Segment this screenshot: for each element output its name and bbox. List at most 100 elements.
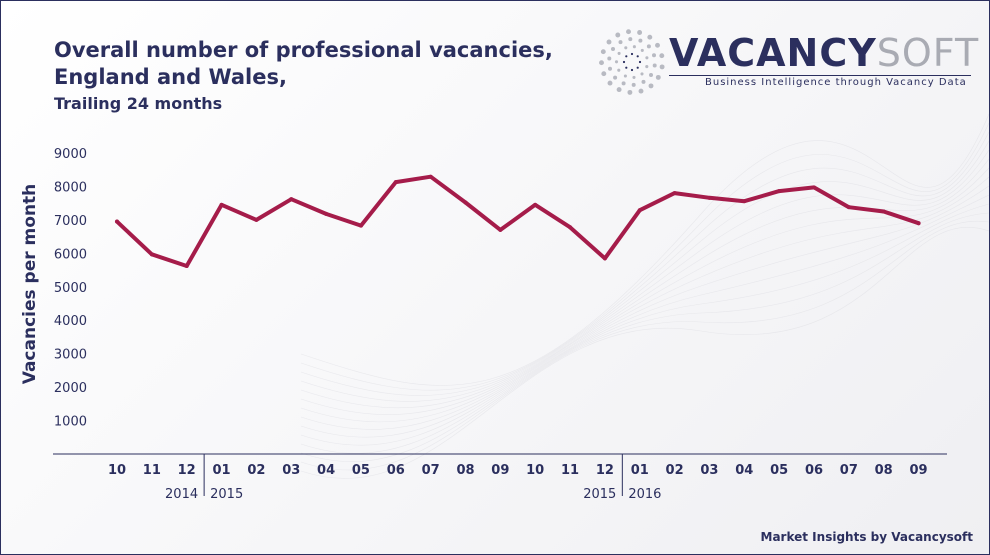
data-point: [812, 185, 816, 190]
data-point: [254, 217, 259, 222]
logo-dot: [632, 75, 636, 79]
logo-dot: [641, 79, 646, 84]
x-tick-label: 07: [840, 463, 858, 478]
y-tick-label: 7000: [54, 214, 87, 229]
x-tick-label: 09: [910, 463, 928, 478]
logo-dot: [655, 42, 660, 48]
logo-dot: [623, 74, 627, 78]
data-point: [568, 225, 573, 230]
x-tick-label: 07: [422, 463, 440, 478]
data-point: [602, 256, 607, 261]
chart-subtitle: Trailing 24 months: [54, 94, 223, 113]
x-tick-label: 06: [387, 463, 405, 478]
data-point: [428, 174, 433, 179]
logo-rule: [669, 75, 971, 76]
logo-dot: [637, 30, 643, 35]
logo-tagline: Business Intelligence through Vacancy Da…: [705, 77, 967, 88]
logo-dot: [659, 64, 665, 70]
logo-dot: [608, 66, 612, 71]
logo-dot: [649, 73, 653, 77]
data-point: [533, 202, 538, 207]
data-point: [115, 219, 119, 224]
x-tick-label: 12: [178, 463, 196, 478]
x-axis-ticks: 10 11 12 01 02 03 04 05 06 07 08 09 10 11 12 01 02 03 04 05…: [108, 463, 928, 478]
data-point: [289, 197, 294, 202]
y-axis-ticks: 1000 2000 3000 4000 5000 6000 7000 8000 9000: [54, 147, 87, 430]
data-point: [149, 252, 154, 257]
logo-brand-part2: SOFT: [876, 31, 980, 75]
decorative-wave: [300, 176, 989, 430]
dot-burst-icon: [599, 29, 665, 95]
data-point: [742, 199, 747, 204]
data-point: [672, 191, 677, 196]
x-tick-label: 11: [143, 463, 161, 478]
chart-title: Overall number of professional vacancies…: [54, 37, 574, 91]
x-tick-label: 08: [456, 463, 474, 478]
data-point: [393, 180, 398, 185]
logo-dot: [648, 83, 654, 89]
logo-dot: [617, 51, 621, 55]
x-tick-label: 10: [108, 463, 126, 478]
logo-brand-part1: VACANCY: [669, 31, 877, 75]
decorative-wave: [300, 212, 989, 462]
x-tick-label: 12: [596, 463, 614, 478]
logo-dot: [618, 40, 623, 45]
y-tick-label: 1000: [54, 415, 87, 430]
logo-dot: [627, 89, 633, 95]
data-point: [881, 209, 886, 214]
data-point: [916, 221, 921, 226]
logo-dot: [640, 72, 644, 76]
x-tick-label: 09: [491, 463, 509, 478]
y-tick-label: 3000: [54, 348, 87, 363]
logo-dot: [638, 88, 644, 94]
data-point: [324, 211, 329, 216]
logo-dot: [614, 60, 619, 64]
decorative-wave: [300, 167, 989, 423]
decorative-wave: [300, 131, 989, 396]
decorative-wave: [300, 140, 989, 402]
logo-dot: [645, 56, 649, 60]
x-tick-label: 05: [352, 463, 370, 478]
x-tick-label: 03: [700, 463, 718, 478]
x-tick-label: 08: [875, 463, 893, 478]
y-tick-label: 8000: [54, 180, 87, 195]
logo-dot: [647, 34, 653, 40]
decorative-wave: [300, 226, 989, 479]
year-label: 2014: [165, 487, 198, 502]
y-tick-label: 5000: [54, 281, 87, 296]
logo-dot: [652, 53, 656, 58]
logo-dot: [646, 44, 651, 49]
logo-dot: [638, 38, 643, 43]
x-tick-label: 02: [666, 463, 684, 478]
year-label: 2016: [628, 487, 661, 502]
logo-dot: [628, 37, 633, 42]
x-tick-label: 05: [770, 463, 788, 478]
logo-dot: [638, 60, 642, 64]
series-line: [115, 174, 921, 268]
decorative-wave: [300, 158, 989, 415]
logo-dot: [606, 39, 612, 45]
logo-dot: [630, 68, 634, 72]
data-point: [777, 189, 782, 194]
series-group: [115, 174, 921, 269]
data-point: [707, 195, 712, 200]
vacancysoft-logo: VACANCYSOFT Business Intelligence throug…: [599, 27, 979, 97]
logo-dot: [607, 56, 612, 61]
logo-dot: [611, 47, 615, 51]
year-label: 2015: [583, 487, 616, 502]
y-axis-label: Vacancies per month: [20, 184, 40, 385]
title-line-1: Overall number of professional vacancies…: [54, 38, 553, 62]
logo-dot: [636, 55, 639, 58]
logo-dot: [601, 71, 607, 77]
x-tick-label: 04: [735, 463, 753, 478]
year-labels: 2014 2015 2015 2016: [165, 454, 661, 502]
x-tick-label: 04: [317, 463, 335, 478]
data-point: [358, 223, 363, 228]
x-tick-label: 03: [282, 463, 300, 478]
decorative-wave: [300, 194, 989, 446]
logo-dot: [622, 60, 626, 64]
logo-dot: [630, 52, 634, 56]
footer-credit: Market Insights by Vacancysoft: [760, 530, 973, 544]
data-point: [498, 227, 503, 232]
